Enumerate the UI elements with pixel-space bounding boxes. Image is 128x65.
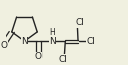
Text: H: H [50, 28, 55, 37]
Text: N: N [49, 37, 56, 46]
Text: Cl: Cl [86, 37, 95, 46]
Text: Cl: Cl [59, 55, 68, 64]
Text: O: O [35, 53, 42, 61]
Text: O: O [0, 41, 7, 50]
Text: Cl: Cl [75, 18, 84, 27]
Text: N: N [21, 37, 28, 46]
